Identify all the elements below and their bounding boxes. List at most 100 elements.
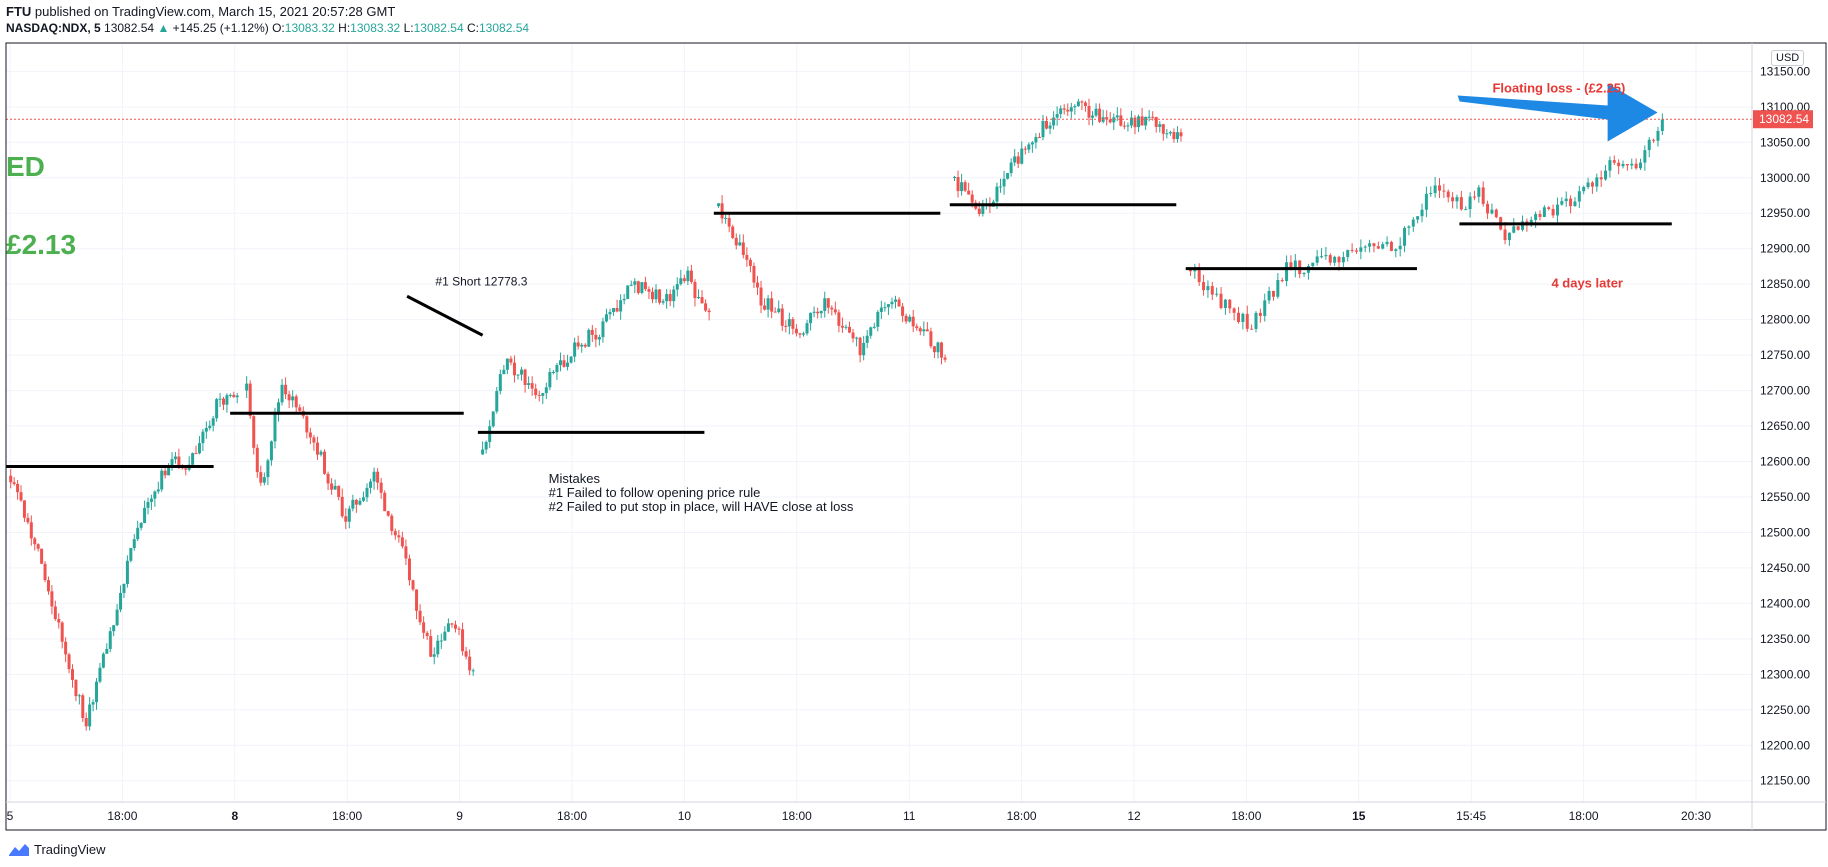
candle-body [173, 456, 177, 460]
candle-body [1590, 182, 1594, 187]
candle-body [759, 287, 763, 306]
candle-body [194, 453, 198, 455]
candle-body [612, 308, 616, 313]
candle-body [1569, 198, 1573, 207]
candle-body [812, 311, 816, 313]
candle-body [516, 374, 520, 376]
y-tick-label: 12750.00 [1760, 348, 1810, 362]
candle-body [855, 337, 859, 339]
candle-body [1468, 196, 1472, 210]
candle-body [763, 305, 767, 310]
candle-body [1219, 293, 1223, 308]
candle-body [537, 395, 541, 397]
candle-body [1250, 328, 1254, 330]
candle-body [1122, 125, 1126, 127]
candle-body [1263, 300, 1267, 316]
last-price-tag: 13082.54 [1759, 112, 1809, 126]
candle-body [1446, 191, 1450, 198]
x-tick-label: 18:00 [332, 809, 362, 823]
candle-body [16, 483, 20, 493]
candle-body [967, 190, 971, 195]
candle-body [869, 327, 873, 336]
candle-body [315, 442, 319, 455]
annotations: #1 Short 12778.3 Mistakes #1 Failed to f… [6, 81, 1625, 515]
candle-body [865, 335, 869, 343]
candle-body [153, 491, 157, 499]
candle-body [555, 365, 559, 373]
candle-body [738, 242, 742, 246]
candle-body [1416, 216, 1420, 220]
candle-body [1108, 119, 1112, 123]
candle-body [262, 477, 266, 483]
candle-body [481, 449, 485, 455]
candle-body [700, 297, 704, 304]
candle-body [1126, 125, 1130, 127]
candle-body [91, 702, 95, 705]
candle-body [1027, 144, 1031, 150]
candle-body [918, 328, 922, 332]
candle-body [830, 307, 834, 310]
candle-body [294, 396, 298, 408]
candle-body [105, 648, 109, 654]
candle-body [1363, 246, 1367, 248]
currency-badge[interactable]: USD [1771, 50, 1805, 66]
candle-body [287, 394, 291, 401]
publisher-name: FTU [6, 4, 32, 19]
y-tick-label: 12400.00 [1760, 596, 1810, 610]
candle-body [115, 609, 119, 626]
candle-body [95, 681, 99, 703]
mistake-2-text: #2 Failed to put stop in place, will HAV… [549, 499, 854, 514]
candle-body [390, 515, 394, 532]
candle-body [1634, 163, 1638, 169]
candle-body [464, 651, 468, 657]
candle-body [615, 308, 619, 312]
symbol-label[interactable]: NASDAQ:NDX, 5 [6, 21, 101, 35]
y-tick-label: 12650.00 [1760, 419, 1810, 433]
candle-body [468, 656, 472, 671]
candle-body [745, 254, 749, 260]
candle-body [372, 471, 376, 482]
candle-body [819, 310, 823, 314]
annotation-arrow [1457, 83, 1658, 142]
footer-brand[interactable]: TradingView [8, 842, 106, 857]
candle-body [1147, 116, 1151, 118]
candle-body [1617, 162, 1621, 167]
candle-body [1507, 232, 1511, 241]
candle-body [1006, 173, 1010, 179]
candle-body [755, 282, 759, 288]
candle-body [280, 384, 284, 403]
candle-body [1337, 256, 1341, 263]
candle-body [1521, 221, 1525, 230]
tradingview-logo-icon [9, 843, 29, 856]
candle-body [443, 631, 447, 641]
candle-body [720, 203, 724, 219]
candle-body [29, 522, 33, 539]
candle-body [53, 606, 57, 620]
candle-body [629, 284, 633, 286]
candle-body [523, 369, 527, 386]
candle-body [1041, 120, 1045, 138]
published-text: published on TradingView.com, March 15, … [34, 4, 396, 19]
candle-body [64, 641, 68, 655]
candle-body [943, 357, 947, 360]
candle-body [672, 289, 676, 302]
low-label: L: [403, 21, 414, 35]
candle-body [252, 416, 256, 448]
candle-body [717, 203, 721, 207]
candle-body [780, 308, 784, 326]
candle-body [36, 544, 40, 549]
candle-body [995, 186, 999, 202]
candle-body [883, 307, 887, 309]
candle-body [347, 508, 351, 522]
candle-body [1564, 198, 1568, 202]
candle-body [686, 270, 690, 282]
candle-body [963, 182, 967, 191]
change-arrow: ▲ [157, 21, 170, 35]
candle-body [689, 270, 693, 282]
x-tick-label: 9 [456, 809, 463, 823]
candle-body [354, 499, 358, 505]
candle-body [823, 298, 827, 311]
low-value: 13082.54 [413, 21, 464, 35]
candle-body [1048, 125, 1052, 129]
